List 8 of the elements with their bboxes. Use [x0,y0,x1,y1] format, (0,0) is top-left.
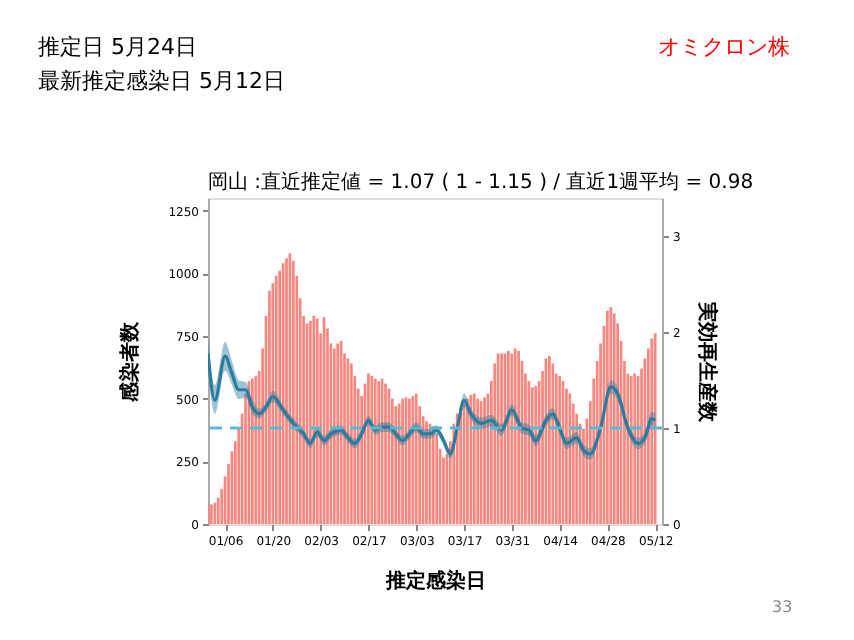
y2-axis-title: 実効再生産数 [694,300,719,424]
text: 推定日 5月24日 [38,34,197,60]
text: 33 [772,598,793,616]
text: 最新推定感染日 5月12日 [38,68,285,94]
text: オミクロン株 [658,34,790,60]
y-axis-title: 感染者数 [118,320,143,404]
x-axis-title: 推定感染日 [384,569,486,593]
chart-title: 岡山 :直近推定値 = 1.07 ( 1 - 1.15 ) / 直近1週平均 = 0.98 [208,170,754,194]
